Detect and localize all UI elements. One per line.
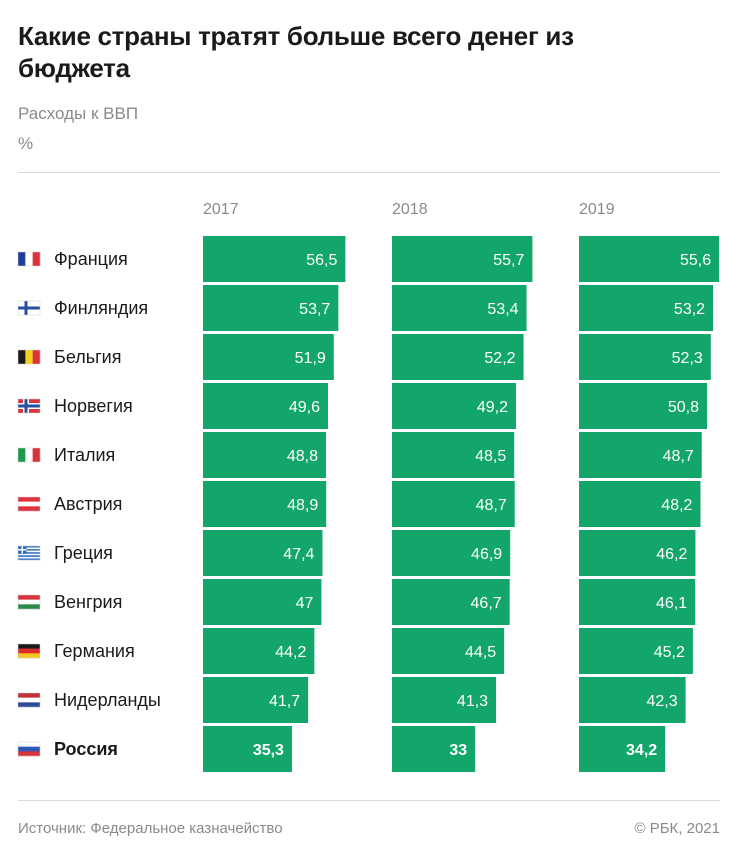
bar <box>203 726 292 772</box>
flag-germany-icon <box>17 643 41 659</box>
bar <box>203 334 334 380</box>
country-label: Франция <box>54 249 128 269</box>
unit-label: % <box>18 134 34 153</box>
bar-value-label: 48,7 <box>663 448 694 465</box>
bar <box>203 383 328 429</box>
bar <box>203 628 315 674</box>
flag-belgium-icon <box>17 349 41 365</box>
bar-value-label: 42,3 <box>646 693 677 710</box>
year-header: 2019 <box>579 201 615 218</box>
bar-value-label: 55,6 <box>680 252 711 269</box>
bar-value-label: 51,9 <box>295 350 326 367</box>
bar-value-label: 47,4 <box>283 546 314 563</box>
bar-value-label: 48,2 <box>661 497 692 514</box>
bar <box>579 334 711 380</box>
bar <box>392 334 524 380</box>
bar <box>392 236 533 282</box>
chart-subtitle: Расходы к ВВП <box>18 104 139 123</box>
bar <box>392 579 510 625</box>
bar <box>579 628 693 674</box>
bar-value-label: 44,5 <box>465 644 496 661</box>
bar <box>203 579 322 625</box>
bar-value-label: 53,4 <box>487 301 518 318</box>
bottom-divider <box>18 800 720 801</box>
bar-chart: 2017 2018 2019 Франция 56,5 55,7 55,6 Финляндия… <box>17 201 720 772</box>
country-label: Норвегия <box>54 396 133 416</box>
flag-russia-icon <box>17 741 41 757</box>
bar-value-label: 41,3 <box>457 693 488 710</box>
bar-value-label: 44,2 <box>275 644 306 661</box>
bar <box>203 481 327 527</box>
bar-value-label: 56,5 <box>306 252 337 269</box>
flag-hungary-icon <box>17 594 41 610</box>
top-divider <box>18 172 720 173</box>
bar <box>579 579 696 625</box>
bar-value-label: 48,7 <box>476 497 507 514</box>
bar <box>203 530 323 576</box>
bar-value-label: 46,9 <box>471 546 502 563</box>
country-label: Италия <box>54 445 115 465</box>
bar <box>203 432 326 478</box>
bar-value-label: 35,3 <box>253 742 284 759</box>
bar <box>579 383 708 429</box>
bar <box>203 677 309 723</box>
chart-title: Какие страны тратят больше всего денег и… <box>18 21 574 83</box>
country-label: Нидерланды <box>54 690 161 710</box>
bar <box>392 481 515 527</box>
bar <box>392 383 516 429</box>
bar-value-label: 46,1 <box>656 595 687 612</box>
source-note: Источник: Федеральное казначейство <box>18 820 283 837</box>
bar <box>392 432 515 478</box>
bar-value-label: 53,7 <box>299 301 330 318</box>
country-label: Австрия <box>54 494 122 514</box>
flag-austria-icon <box>17 496 41 512</box>
bar-value-label: 50,8 <box>668 399 699 416</box>
bar-value-label: 48,5 <box>475 448 506 465</box>
bar <box>392 285 527 331</box>
bar <box>203 285 339 331</box>
bar-value-label: 52,2 <box>484 350 515 367</box>
bar <box>579 726 666 772</box>
bar-value-label: 53,2 <box>674 301 705 318</box>
copyright: © РБК, 2021 <box>634 820 720 837</box>
flag-france-icon <box>17 251 41 267</box>
bar-value-label: 49,2 <box>477 399 508 416</box>
bar-value-label: 48,8 <box>287 448 318 465</box>
flag-finland-icon <box>17 300 41 316</box>
bar <box>392 726 476 772</box>
bar-value-label: 48,9 <box>287 497 318 514</box>
bar <box>579 530 696 576</box>
country-label: Финляндия <box>54 298 148 318</box>
bar <box>203 236 346 282</box>
bar <box>579 236 720 282</box>
country-label: Германия <box>54 641 135 661</box>
country-label: Греция <box>54 543 113 563</box>
bar-value-label: 52,3 <box>672 350 703 367</box>
bar <box>392 530 511 576</box>
bar-value-label: 47 <box>296 595 314 612</box>
flag-greece-icon <box>17 545 41 561</box>
bar-value-label: 46,2 <box>656 546 687 563</box>
bar-value-label: 41,7 <box>269 693 300 710</box>
bar-value-label: 34,2 <box>626 742 657 759</box>
bar <box>579 481 701 527</box>
bar <box>392 677 497 723</box>
bar-value-label: 49,6 <box>289 399 320 416</box>
year-header: 2018 <box>392 201 428 218</box>
bar-value-label: 33 <box>449 742 467 759</box>
flag-netherlands-icon <box>17 692 41 708</box>
bar <box>579 285 714 331</box>
bar-value-label: 55,7 <box>493 252 524 269</box>
bar <box>579 677 686 723</box>
bar-value-label: 46,7 <box>471 595 502 612</box>
flag-norway-icon <box>17 398 41 414</box>
bar <box>392 628 505 674</box>
country-label: Венгрия <box>54 592 122 612</box>
flag-italy-icon <box>17 447 41 463</box>
bar <box>579 432 702 478</box>
country-label: Бельгия <box>54 347 121 367</box>
country-label: Россия <box>54 739 118 759</box>
bar-value-label: 45,2 <box>654 644 685 661</box>
year-header: 2017 <box>203 201 239 218</box>
